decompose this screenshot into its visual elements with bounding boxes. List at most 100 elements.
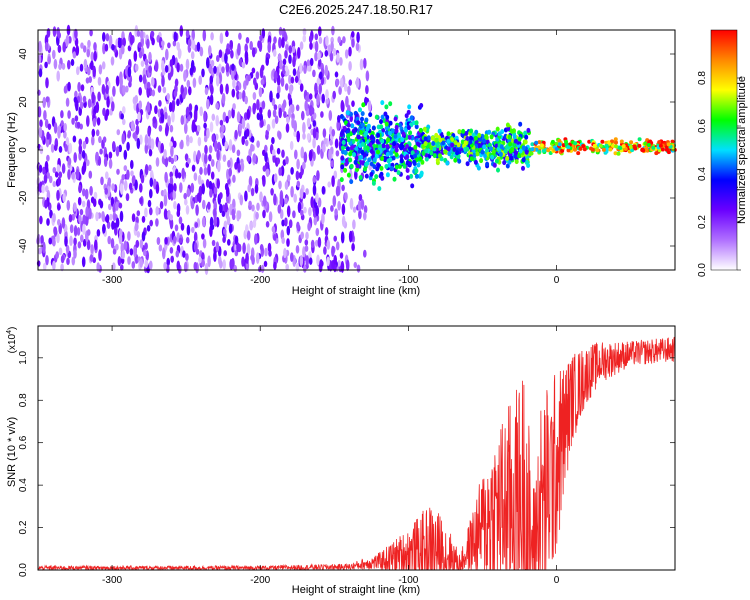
heatmap-cell [77,241,82,249]
heatmap-cell [181,167,185,180]
heatmap-cell [196,41,201,52]
heatmap-cell [630,148,635,153]
heatmap-cell [119,210,124,223]
heatmap-cell [139,30,144,40]
heatmap-cell [414,173,419,179]
heatmap-cell [302,34,307,43]
heatmap-cell [120,264,124,271]
heatmap-cell [193,172,198,182]
snr-x-ticks: -300 -200 -100 0 [102,326,560,586]
y-tick-label: 0 [18,147,29,153]
heatmap-cell [84,188,89,200]
heatmap-cell [346,133,351,139]
heatmap-cell [267,41,272,54]
heatmap-cell [167,64,172,74]
heatmap-cell [82,188,86,197]
heatmap-cell [162,68,166,76]
heatmap-cell [260,64,265,71]
heatmap-cell [573,147,577,152]
heatmap-cell [487,129,492,135]
heatmap-cell [105,213,110,224]
heatmap-cell [223,250,227,257]
heatmap-cell [468,139,473,145]
heatmap-cell [364,117,369,123]
heatmap-cell [256,202,260,212]
heatmap-cell [113,222,117,229]
heatmap-cell [131,175,136,185]
heatmap-cell [175,250,180,258]
heatmap-cell [233,265,238,273]
heatmap-cell [206,57,210,69]
heatmap-cell [316,170,320,181]
heatmap-cell [85,136,89,145]
heatmap-cell [134,63,139,72]
heatmap-cell [245,128,250,137]
heatmap-cell [629,140,634,145]
heatmap-cell [429,150,434,156]
heatmap-cell [78,214,82,224]
heatmap-cell [250,254,254,261]
heatmap-cell [326,239,331,250]
heatmap-cell [146,224,151,232]
heatmap-cell [67,157,72,166]
heatmap-cell [216,149,220,161]
heatmap-cell [69,235,73,247]
heatmap-cell [252,153,257,164]
heatmap-cell [108,203,112,211]
heatmap-cell [376,132,381,138]
heatmap-cell [319,259,323,269]
heatmap-cell [272,49,277,57]
heatmap-cell [331,128,336,137]
heatmap-cell [271,97,276,107]
heatmap-cell [258,86,263,98]
heatmap-cell [240,161,245,172]
heatmap-cell [614,144,618,149]
heatmap-cell [86,49,90,58]
heatmap-cell [163,194,168,207]
heatmap-cell [122,118,126,126]
heatmap-cell [164,171,168,184]
heatmap-cell [399,158,404,164]
colorbar-ticks: 0.0 0.2 0.4 0.6 0.8 [697,71,741,277]
heatmap-cell [288,219,293,229]
heatmap-cell [197,149,201,161]
heatmap-cell [289,140,294,151]
heatmap-cell [496,167,500,173]
heatmap-cell [54,171,59,178]
heatmap-cell [89,254,94,262]
heatmap-cell [204,263,209,275]
heatmap-cell [159,200,164,210]
heatmap-cell [96,117,101,126]
heatmap-cell [419,170,424,176]
heatmap-cell [284,180,289,190]
heatmap-cell [213,214,218,227]
heatmap-cell [258,40,263,53]
heatmap-cell [320,111,324,118]
heatmap-cell [348,79,353,86]
heatmap-cell [339,57,343,66]
heatmap-cell [186,79,191,88]
heatmap-cell [199,106,203,117]
heatmap-cell [422,126,427,132]
heatmap-cell [89,29,93,37]
heatmap-cell [313,216,318,226]
heatmap-cell [36,260,41,267]
heatmap-cell [242,242,246,255]
heatmap-cell [191,29,195,41]
heatmap-cell [355,42,360,52]
heatmap-cell [85,206,89,217]
heatmap-cell [361,102,366,108]
heatmap-cell [278,180,282,190]
heatmap-cell [385,114,390,120]
heatmap-cell [610,139,614,144]
heatmap-cell [65,244,70,254]
heatmap-cell [100,176,104,186]
heatmap-cell [505,155,510,161]
heatmap-cell [325,35,329,47]
heatmap-cell [273,173,278,183]
heatmap-cell [77,196,82,206]
heatmap-cell [324,50,329,57]
heatmap-cell [141,231,146,242]
heatmap-cell [290,185,294,198]
